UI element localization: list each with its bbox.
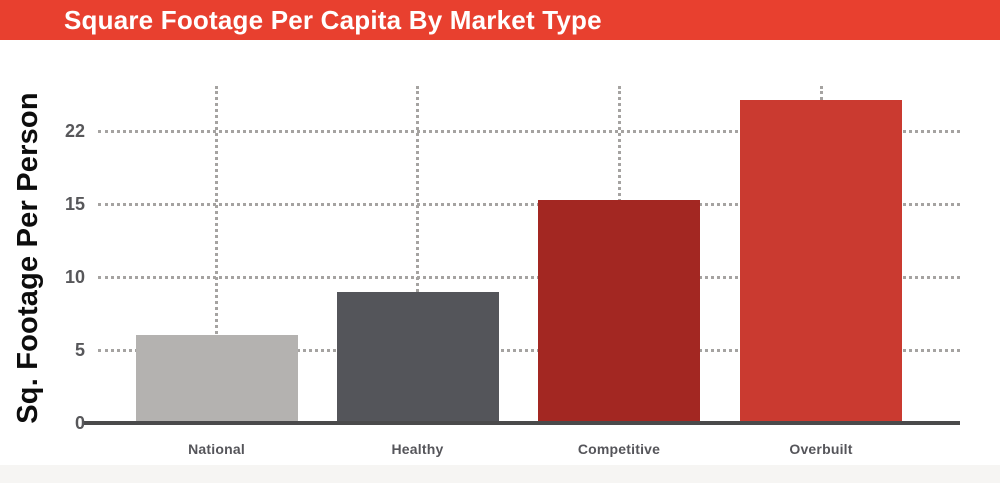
y-tick-label-22: 22 xyxy=(64,121,85,141)
x-axis-label-healthy: Healthy xyxy=(391,441,444,457)
bar-national xyxy=(135,335,298,423)
y-tick-label-10: 10 xyxy=(64,267,85,287)
gridline-vertical-healthy xyxy=(416,86,419,423)
gridline-horizontal-22 xyxy=(98,129,960,133)
gridline-horizontal-15 xyxy=(98,202,960,206)
y-tick-label-15: 15 xyxy=(64,194,85,214)
gridline-vertical-national xyxy=(215,86,218,423)
x-axis-label-overbuilt: Overbuilt xyxy=(789,441,853,457)
x-axis-label-national: National xyxy=(188,441,245,457)
header-banner: Square Footage Per Capita By Market Type xyxy=(0,0,1000,40)
gridline-horizontal-5 xyxy=(98,348,960,352)
plot-area xyxy=(84,85,960,425)
y-tick-label-0: 0 xyxy=(74,413,85,433)
y-tick-label-5: 5 xyxy=(74,340,85,360)
bar-healthy xyxy=(336,292,499,423)
footer-strip xyxy=(0,465,1000,483)
y-axis-title: Sq. Footage Per Person xyxy=(12,92,44,424)
x-axis-line xyxy=(84,421,960,425)
bar-competitive xyxy=(538,200,700,423)
gridline-horizontal-10 xyxy=(98,275,960,279)
x-axis-label-competitive: Competitive xyxy=(577,441,661,457)
chart-title: Square Footage Per Capita By Market Type xyxy=(64,4,602,35)
bar-overbuilt xyxy=(740,100,902,423)
